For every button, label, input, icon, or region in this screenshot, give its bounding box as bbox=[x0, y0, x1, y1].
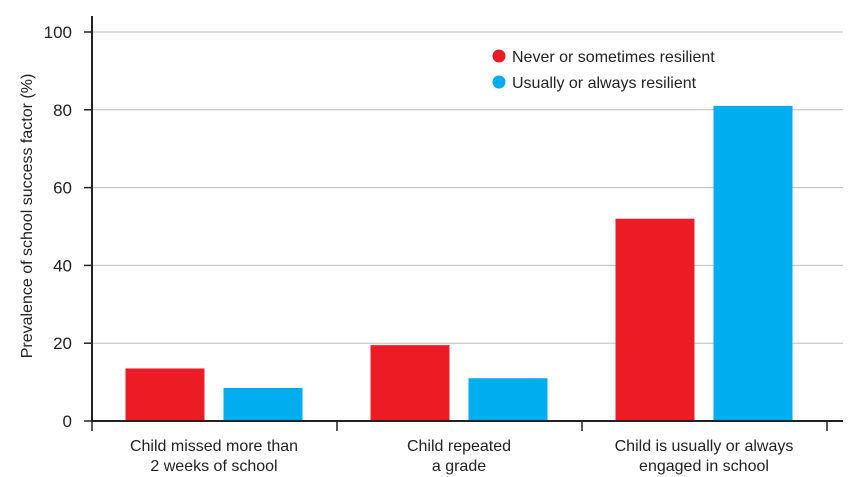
bars bbox=[125, 105, 793, 421]
x-category-label-line: Child repeated bbox=[407, 438, 511, 455]
legend-marker bbox=[492, 49, 506, 63]
x-category-label: Child missed more than 2 weeks of school bbox=[130, 438, 298, 475]
bar-never-sometimes-0 bbox=[125, 368, 205, 421]
y-tick-label: 20 bbox=[53, 334, 72, 353]
axes bbox=[91, 16, 843, 422]
x-category-label-line: a grade bbox=[432, 458, 486, 475]
y-tick-label: 80 bbox=[53, 101, 72, 120]
bar-usually-always-0 bbox=[223, 387, 303, 421]
y-tick-label: 60 bbox=[53, 179, 72, 198]
x-category-label: Child repeated a grade bbox=[407, 438, 511, 475]
x-category-label-line: Child is usually or always bbox=[615, 438, 794, 455]
y-tick-label: 100 bbox=[44, 23, 72, 42]
bar-never-sometimes-2 bbox=[615, 218, 695, 421]
bar-never-sometimes-1 bbox=[370, 345, 450, 421]
x-category-label-line: Child missed more than bbox=[130, 438, 298, 455]
legend-label: Usually or always resilient bbox=[512, 75, 697, 92]
x-category-label-line: engaged in school bbox=[639, 458, 769, 475]
legend-label: Never or sometimes resilient bbox=[512, 49, 715, 66]
bar-usually-always-2 bbox=[713, 105, 793, 421]
bar-usually-always-1 bbox=[468, 378, 548, 421]
y-tick-labels: 0 20 40 60 80 100 bbox=[44, 23, 72, 431]
legend-marker bbox=[492, 75, 506, 89]
y-tick-label: 40 bbox=[53, 256, 72, 275]
y-axis-title: Prevalence of school success factor (%) bbox=[19, 74, 36, 359]
x-category-label-line: 2 weeks of school bbox=[150, 458, 277, 475]
x-category-labels: Child missed more than 2 weeks of schoolC… bbox=[91, 421, 828, 475]
y-tick-label: 0 bbox=[63, 412, 72, 431]
legend: Never or sometimes resilient Usually or a… bbox=[492, 49, 715, 92]
x-category-label: Child is usually or always engaged in sch… bbox=[615, 438, 794, 475]
